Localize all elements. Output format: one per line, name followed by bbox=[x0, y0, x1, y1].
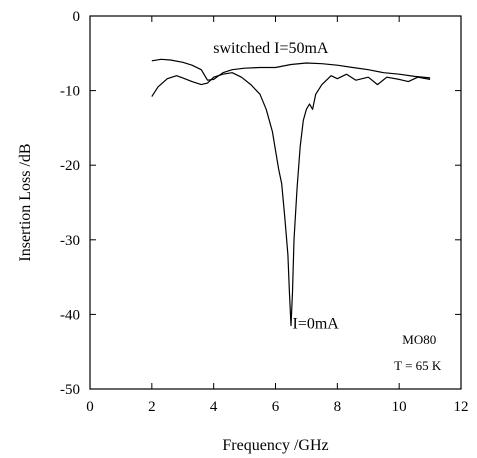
plot-frame bbox=[89, 15, 462, 390]
tick-labels: 0 2 4 6 8 10 12 0 -10 -20 -30 -40 -50 bbox=[60, 9, 469, 415]
x-tick-label: 8 bbox=[334, 399, 342, 415]
y-tick-label: -40 bbox=[60, 307, 80, 323]
series-lines bbox=[151, 58, 431, 327]
series-line-unswitched bbox=[151, 72, 431, 327]
x-tick-label: 4 bbox=[210, 399, 218, 415]
annotation-temperature-label: T = 65 K bbox=[394, 358, 442, 373]
x-tick-label: 2 bbox=[148, 399, 156, 415]
y-axis-label: Insertion Loss /dB bbox=[17, 143, 34, 261]
y-tick-label: -10 bbox=[60, 84, 80, 100]
x-tick-label: 12 bbox=[454, 399, 469, 415]
x-tick-label: 6 bbox=[272, 399, 280, 415]
x-tick-label: 10 bbox=[392, 399, 407, 415]
y-tick-label: -20 bbox=[60, 158, 80, 174]
annotation-switched-label: switched I=50mA bbox=[213, 40, 329, 57]
y-tick-label: -30 bbox=[60, 233, 80, 249]
series-line-switched bbox=[151, 58, 431, 81]
annotation-sample-label: MO80 bbox=[402, 332, 436, 347]
annotation-unswitched-label: I=0mA bbox=[293, 315, 340, 332]
y-tick-label: -50 bbox=[60, 382, 80, 398]
x-axis-label: Frequency /GHz bbox=[222, 437, 328, 454]
annotations: switched I=50mA I=0mA MO80 T = 65 K bbox=[213, 40, 442, 373]
y-tick-label: 0 bbox=[73, 9, 81, 25]
x-tick-label: 0 bbox=[86, 399, 94, 415]
